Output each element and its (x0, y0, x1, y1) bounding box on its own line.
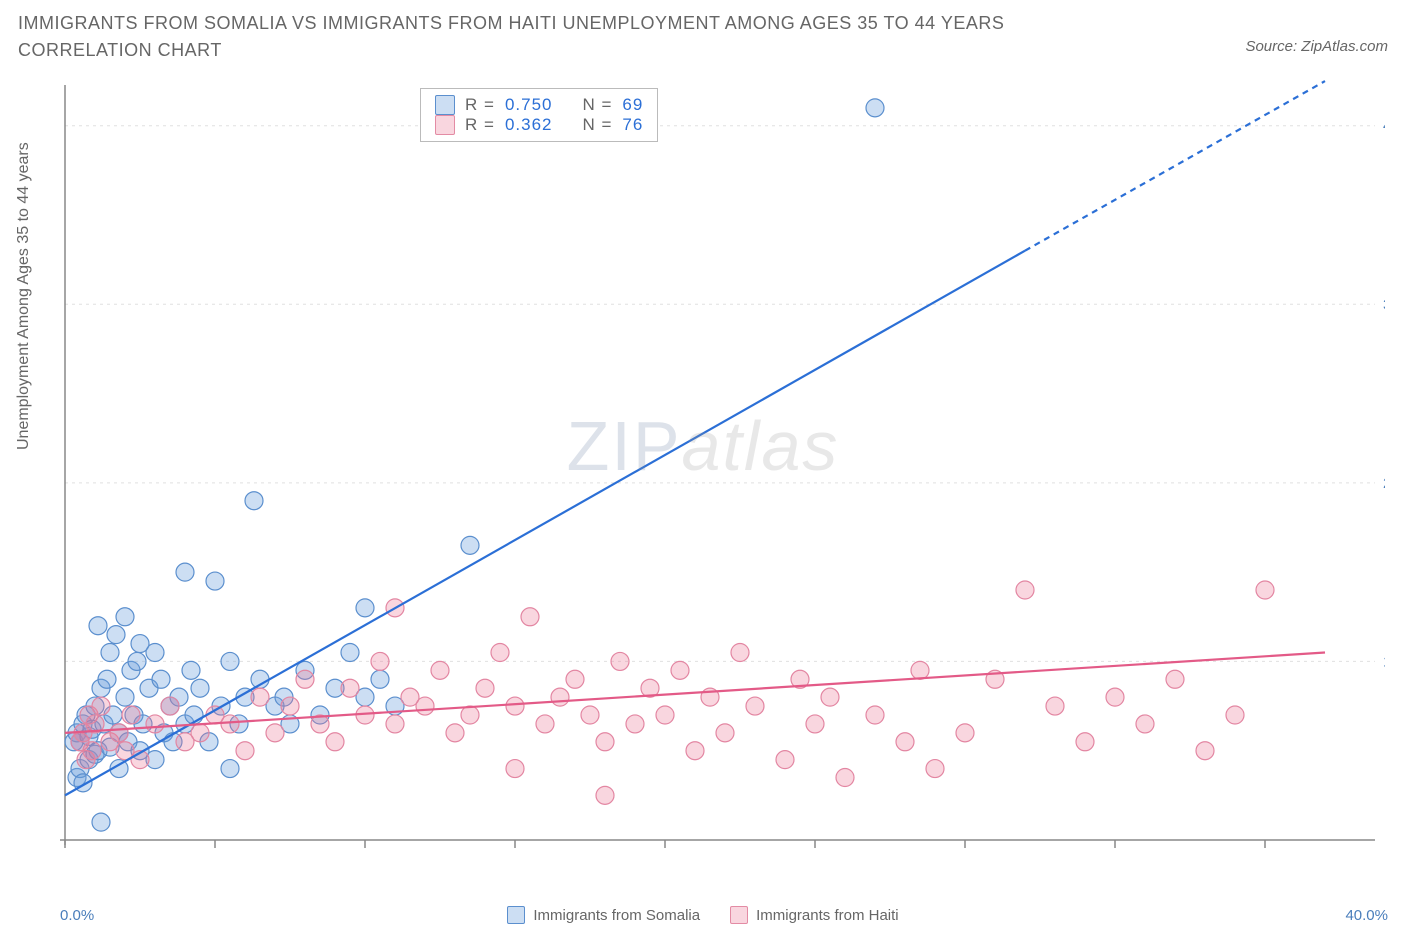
n-label: N = (582, 115, 612, 135)
legend-swatch (730, 906, 748, 924)
stats-legend-row: R = 0.362 N = 76 (435, 115, 643, 135)
n-value: 76 (622, 115, 643, 135)
legend-label: Immigrants from Somalia (533, 907, 700, 924)
legend-item: Immigrants from Haiti (730, 906, 899, 924)
legend-item: Immigrants from Somalia (507, 906, 700, 924)
legend-swatch (435, 95, 455, 115)
chart-plot-area: 10.0% 20.0% 30.0% 40.0% (55, 80, 1385, 860)
legend-label: Immigrants from Haiti (756, 907, 899, 924)
series-legend: Immigrants from Somalia Immigrants from H… (0, 906, 1406, 924)
n-label: N = (582, 95, 612, 115)
chart-title: IMMIGRANTS FROM SOMALIA VS IMMIGRANTS FR… (18, 10, 1118, 64)
stats-legend: R = 0.750 N = 69 R = 0.362 N = 76 (420, 88, 658, 142)
n-value: 69 (622, 95, 643, 115)
svg-text:10.0%: 10.0% (1383, 653, 1385, 670)
svg-text:20.0%: 20.0% (1383, 475, 1385, 492)
svg-text:30.0%: 30.0% (1383, 296, 1385, 313)
stats-legend-row: R = 0.750 N = 69 (435, 95, 643, 115)
svg-text:40.0%: 40.0% (1383, 118, 1385, 135)
r-value: 0.750 (505, 95, 553, 115)
legend-swatch (507, 906, 525, 924)
y-axis-label: Unemployment Among Ages 35 to 44 years (15, 142, 33, 450)
legend-swatch (435, 115, 455, 135)
r-label: R = (465, 115, 495, 135)
r-label: R = (465, 95, 495, 115)
r-value: 0.362 (505, 115, 553, 135)
source-attribution: Source: ZipAtlas.com (1245, 38, 1388, 55)
